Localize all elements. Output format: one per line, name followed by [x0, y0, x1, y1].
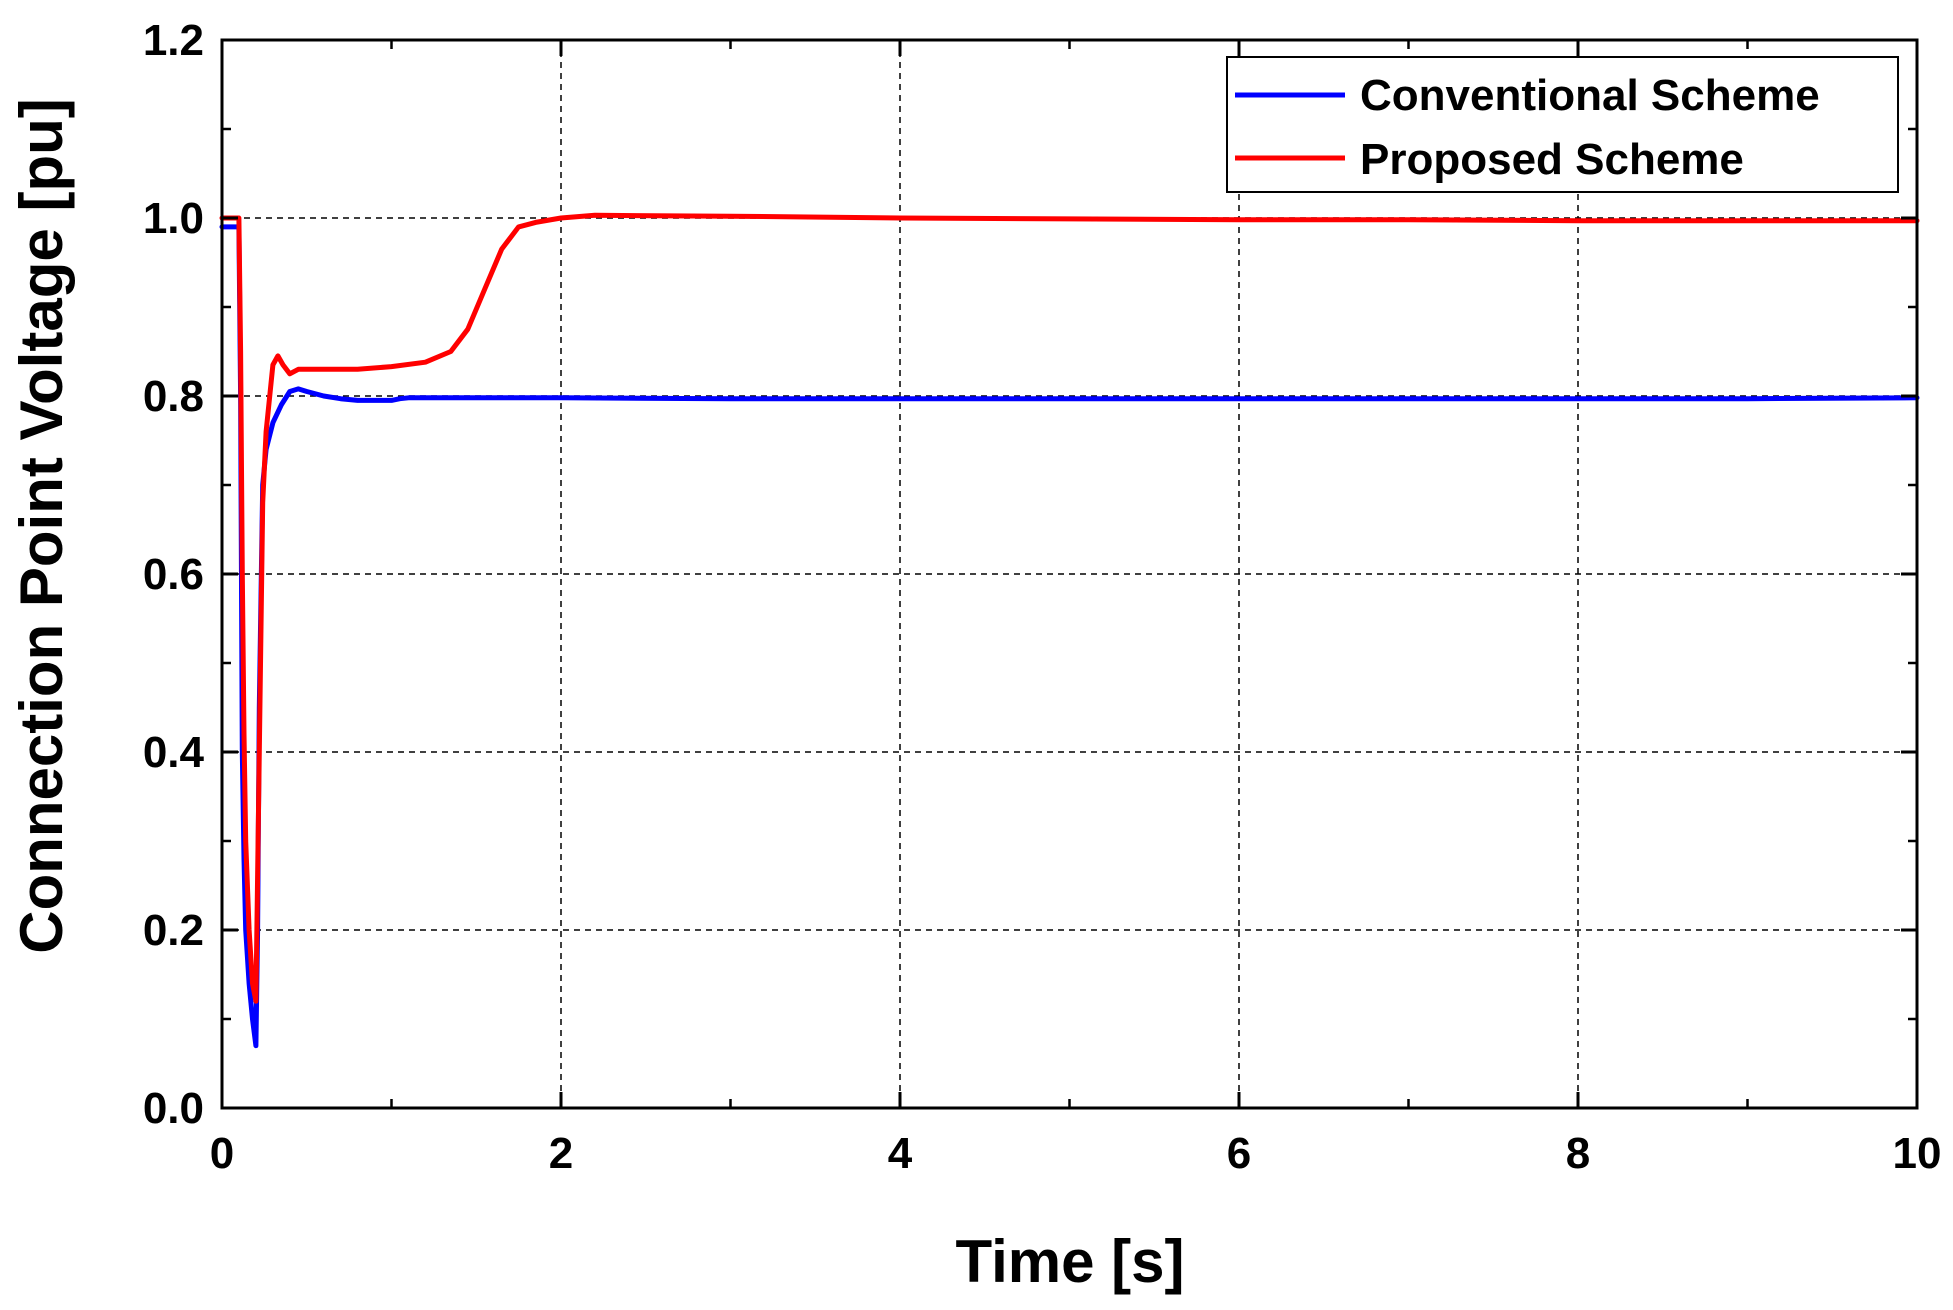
- x-tick-label: 2: [549, 1129, 573, 1178]
- x-axis-title: Time [s]: [956, 1228, 1185, 1295]
- series-line-proposed: [219, 212, 1920, 1004]
- grid-lines: [222, 40, 1917, 1108]
- x-tick-label: 6: [1227, 1129, 1251, 1178]
- axis-ticks: [220, 38, 1919, 1110]
- x-tick-label: 10: [1893, 1129, 1942, 1178]
- legend-label-proposed: Proposed Scheme: [1360, 135, 1744, 184]
- x-tick-label: 4: [888, 1129, 913, 1178]
- legend-box: [1226, 56, 1899, 193]
- x-tick-label: 0: [210, 1129, 234, 1178]
- tick-labels: 0 2 4 6 8 10 0.0 0.2 0.4 0.6 0.8 1.0 1.2: [143, 16, 1942, 1178]
- x-tick-label: 8: [1566, 1129, 1590, 1178]
- legend: Conventional Scheme Proposed Scheme: [1226, 56, 1899, 193]
- y-tick-label: 0.2: [143, 906, 204, 955]
- y-tick-label: 0.6: [143, 550, 204, 599]
- series-line-conventional: [219, 224, 1920, 1049]
- y-axis-title: Connection Point Voltage [pu]: [8, 98, 75, 953]
- y-tick-label: 0.4: [143, 728, 205, 777]
- y-tick-label: 0.0: [143, 1084, 204, 1133]
- y-tick-label: 0.8: [143, 372, 204, 421]
- y-tick-label: 1.2: [143, 16, 204, 65]
- y-tick-label: 1.0: [143, 194, 204, 243]
- legend-label-conventional: Conventional Scheme: [1360, 71, 1820, 120]
- series-lines: [219, 212, 1920, 1049]
